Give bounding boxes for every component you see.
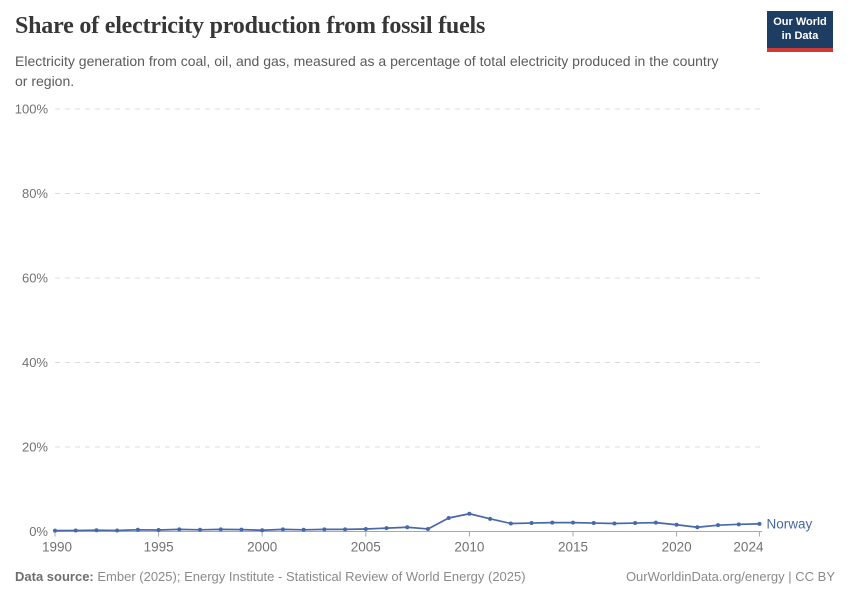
x-tick-label: 1990	[42, 540, 72, 555]
data-point	[653, 520, 658, 525]
data-point	[591, 521, 596, 526]
data-point	[446, 515, 451, 520]
data-point	[94, 528, 99, 533]
owid-logo-line2: in Data	[781, 29, 819, 42]
y-tick-label: 0%	[29, 524, 48, 539]
data-point	[508, 521, 513, 526]
data-point	[322, 527, 327, 532]
line-chart-plot-area: 0% 20% 40% 60% 80% 100% 1990 1995 2000 2005 2010 20…	[15, 102, 813, 555]
data-point	[571, 520, 575, 525]
data-point	[218, 527, 223, 532]
owid-license-link[interactable]: OurWorldinData.org/energy | CC BY	[625, 569, 835, 584]
data-point	[612, 521, 617, 526]
x-tick-label: 2010	[454, 540, 484, 555]
x-tick-label: 1995	[144, 540, 174, 555]
data-point	[529, 521, 534, 526]
data-point	[135, 527, 140, 532]
data-point	[633, 521, 638, 526]
series-end-label: Norway	[766, 516, 812, 531]
y-tick-label: 20%	[22, 440, 48, 455]
data-point	[488, 516, 493, 521]
data-point	[239, 527, 244, 532]
data-point	[736, 522, 741, 527]
data-point	[198, 527, 203, 532]
data-source-label: Data source:	[15, 569, 94, 584]
data-point	[73, 528, 78, 533]
data-point	[716, 523, 721, 528]
data-point	[280, 527, 285, 532]
x-tick-label: 2020	[662, 540, 692, 555]
x-tick-label: 2024	[733, 540, 764, 555]
data-source: Data source: Ember (2025); Energy Instit…	[15, 569, 526, 584]
chart-title: Share of electricity production from fos…	[15, 13, 486, 39]
data-point	[384, 526, 389, 531]
y-tick-label: 60%	[22, 271, 48, 286]
data-point	[757, 521, 762, 526]
chart-subtitle: Electricity generation from coal, oil, a…	[15, 53, 719, 90]
x-tick-label: 2005	[351, 540, 381, 555]
data-point	[467, 511, 472, 516]
data-point	[260, 528, 265, 533]
data-point	[405, 525, 410, 530]
data-point	[177, 527, 182, 532]
y-tick-label: 80%	[22, 186, 48, 201]
data-point	[115, 528, 120, 533]
x-tick-label: 2015	[558, 540, 588, 555]
data-point	[425, 526, 430, 531]
data-point	[550, 520, 555, 525]
data-point	[695, 525, 700, 530]
data-point	[301, 527, 306, 532]
data-source-text: Ember (2025); Energy Institute - Statist…	[93, 569, 526, 584]
data-point	[674, 522, 679, 527]
data-point	[156, 528, 161, 533]
owid-logo[interactable]: Our World in Data	[767, 11, 833, 52]
owid-logo-line1: Our World	[773, 16, 827, 28]
data-point	[53, 528, 57, 533]
x-tick-label: 2000	[247, 540, 277, 555]
y-tick-label: 100%	[15, 102, 49, 117]
y-tick-label: 40%	[22, 355, 48, 370]
data-point	[343, 527, 348, 532]
data-point	[363, 526, 368, 531]
